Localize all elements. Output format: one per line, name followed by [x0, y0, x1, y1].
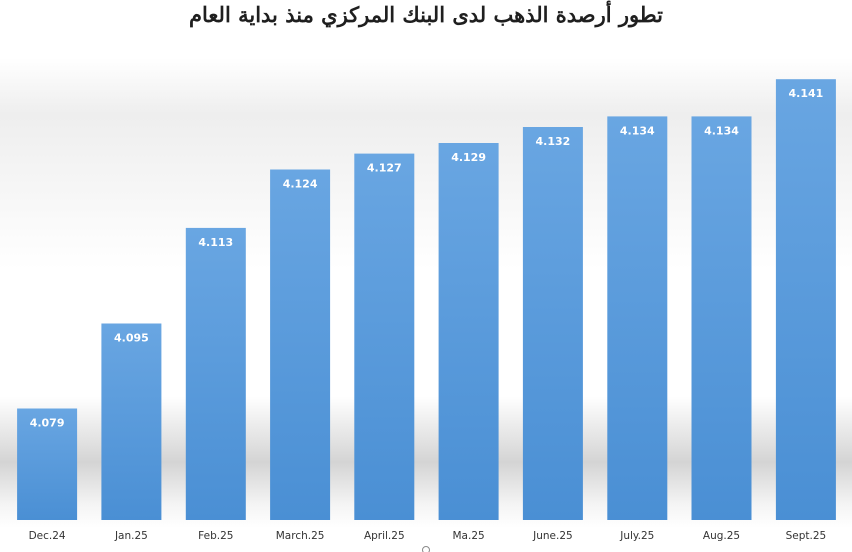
x-tick-label: Dec.24	[29, 530, 66, 542]
bar-june-25	[522, 127, 583, 520]
resize-handle-icon[interactable]	[422, 546, 430, 552]
data-label: 4.127	[367, 162, 402, 175]
x-tick-label: Jan.25	[114, 530, 148, 542]
x-tick-label: Feb.25	[198, 530, 233, 542]
x-tick-label: June.25	[532, 530, 573, 542]
data-label: 4.113	[198, 236, 233, 249]
x-axis-ticks: Dec.24 Jan.25 Feb.25 March.25 April.25 Ma.25 J…	[29, 530, 827, 542]
data-label: 4.134	[620, 124, 655, 137]
data-label: 4.132	[536, 135, 571, 148]
data-label: 4.124	[283, 178, 318, 191]
bar-aug-25	[691, 116, 752, 521]
bar-july-25	[607, 116, 668, 521]
bar-april-25	[354, 153, 415, 520]
x-tick-label: April.25	[364, 530, 405, 542]
x-tick-label: July.25	[619, 530, 654, 542]
data-label: 4.141	[789, 87, 824, 100]
data-label: 4.079	[30, 417, 65, 430]
x-tick-label: Aug.25	[703, 530, 740, 542]
chart-title: تطور أرصدة الذهب لدى البنك المركزي منذ ب…	[189, 2, 663, 27]
bar-sept-25	[775, 79, 836, 520]
bar-ma-25	[438, 143, 499, 520]
x-tick-label: Ma.25	[452, 530, 484, 542]
x-tick-label: Sept.25	[786, 530, 827, 542]
bar-march-25	[270, 169, 331, 520]
bar-feb-25	[185, 227, 246, 520]
x-tick-label: March.25	[276, 530, 325, 542]
data-label: 4.129	[451, 151, 486, 164]
bar-dec-24	[17, 408, 78, 520]
data-label: 4.134	[704, 124, 739, 137]
bar-jan-25	[101, 323, 162, 520]
data-label: 4.095	[114, 332, 149, 345]
bars-layer: 4.079 4.095 4.113 4.124 4.127 4.129 4.132 4.134…	[17, 79, 836, 521]
